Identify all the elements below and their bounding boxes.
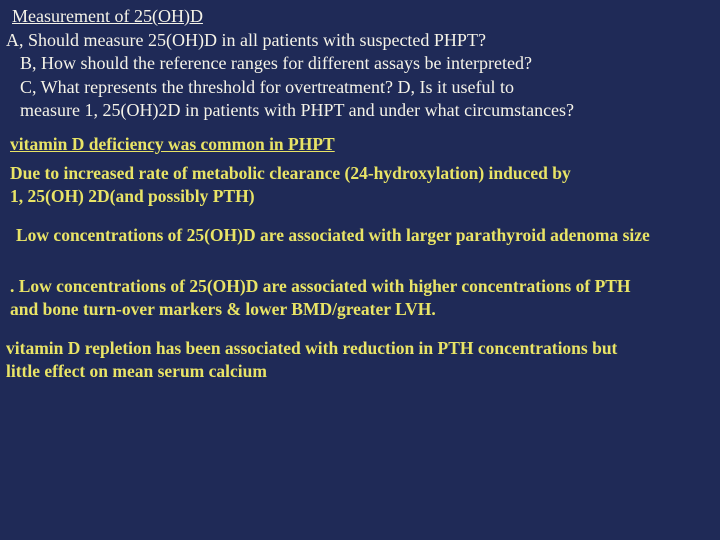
point-2-line2: 1, 25(OH) 2D(and possibly PTH) [10,185,712,208]
spacer [6,321,712,337]
slide-container: Measurement of 25(OH)D A, Should measure… [0,0,720,540]
spacer [6,208,712,224]
slide-title: Measurement of 25(OH)D [12,6,712,27]
point-1: vitamin D deficiency was common in PHPT [10,133,712,156]
point-4-line2: and bone turn-over markers & lower BMD/g… [10,298,712,321]
question-a: A, Should measure 25(OH)D in all patient… [6,29,712,52]
point-5-line1: vitamin D repletion has been associated … [6,337,712,360]
questions-block: A, Should measure 25(OH)D in all patient… [6,29,712,123]
point-2-line1: Due to increased rate of metabolic clear… [10,162,712,185]
question-b: B, How should the reference ranges for d… [20,52,712,75]
point-4-line1: . Low concentrations of 25(OH)D are asso… [10,275,712,298]
point-3: Low concentrations of 25(OH)D are associ… [16,224,712,247]
question-cd-2: measure 1, 25(OH)2D in patients with PHP… [20,99,712,122]
spacer [6,247,712,275]
question-cd-1: C, What represents the threshold for ove… [20,76,712,99]
point-5-line2: little effect on mean serum calcium [6,360,712,383]
